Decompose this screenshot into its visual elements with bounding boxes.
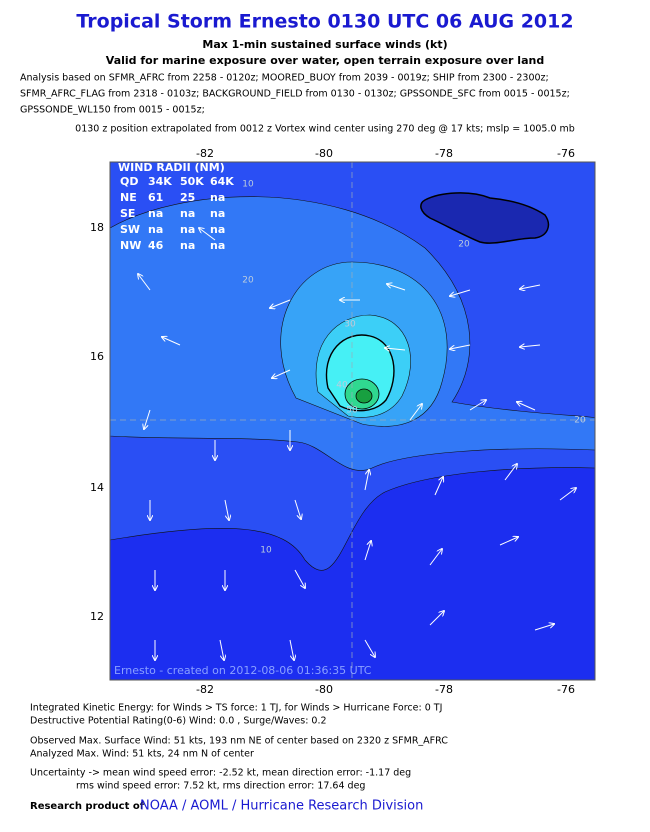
radii-title: WIND RADII (NM)	[118, 161, 225, 174]
radii-cell: 61	[148, 191, 163, 204]
wind-arrow	[429, 549, 442, 566]
jamaica	[420, 192, 550, 244]
title: Tropical Storm Ernesto 0130 UTC 06 AUG 2…	[76, 11, 573, 33]
wind-arrow	[387, 284, 406, 291]
wind-arrow	[429, 611, 444, 626]
wind-arrow	[409, 404, 422, 421]
wind-arrow	[162, 337, 181, 346]
map-field	[110, 162, 595, 680]
radii-cell: na	[148, 207, 163, 220]
lon-tick-label: -82	[196, 683, 214, 696]
wind-arrow	[364, 541, 371, 561]
radii-cell: NE	[120, 191, 137, 204]
wind-arrow	[272, 369, 291, 378]
wind-arrow	[520, 345, 541, 347]
wind-arrow	[434, 477, 443, 496]
footer-line: Analyzed Max. Wind: 51 kts, 24 nm N of c…	[30, 749, 254, 760]
contour-label: 10	[242, 180, 254, 190]
subtitle: Max 1-min sustained surface winds (kt)	[202, 38, 447, 51]
radii-header: 34K	[148, 175, 172, 188]
wind-arrow	[364, 470, 369, 491]
lat-tick-label: 16	[90, 350, 104, 363]
footer-line: Integrated Kinetic Energy: for Winds > T…	[30, 703, 442, 714]
radii-cell: na	[210, 239, 225, 252]
wind-arrow	[294, 499, 301, 519]
wind-arrow	[219, 639, 224, 660]
radii-cell: na	[210, 191, 225, 204]
contour-label: 20	[458, 240, 470, 250]
lon-tick-label: -80	[315, 147, 333, 160]
contour-label: 20	[574, 416, 586, 426]
radii-cell: SW	[120, 223, 140, 236]
radii-cell: NW	[120, 239, 141, 252]
analysis-line: Analysis based on SFMR_AFRC from 2258 - …	[20, 73, 549, 84]
radii-cell: na	[148, 223, 163, 236]
credit: Ernesto - created on 2012-08-06 01:36:35…	[114, 664, 372, 677]
radii-cell: na	[180, 223, 195, 236]
wind-arrow	[364, 639, 375, 657]
wind-arrow	[385, 348, 406, 350]
lon-tick-label: -82	[196, 147, 214, 160]
radii-cell: 25	[180, 191, 195, 204]
wind-arrow	[534, 624, 554, 631]
wind-arrow	[270, 299, 291, 308]
wind-arrow	[499, 537, 518, 546]
subtitle: Valid for marine exposure over water, op…	[106, 54, 544, 67]
lat-tick-label: 14	[90, 481, 104, 494]
wind-radii-table: WIND RADII (NM)QD 34K 50K 64K NE 61 25 na SE na na…	[118, 161, 234, 252]
lat-tick-label: 12	[90, 610, 104, 623]
contour-label: 40	[336, 381, 348, 391]
contour-label: 30	[344, 320, 356, 330]
radii-cell: na	[180, 239, 195, 252]
radii-header: 64K	[210, 175, 234, 188]
footer-line: Destructive Potential Rating(0-6) Wind: …	[30, 716, 327, 727]
radii-cell: 46	[148, 239, 164, 252]
org-name: NOAA / AOML / Hurricane Research Divisio…	[140, 799, 423, 814]
radii-cell: na	[210, 223, 225, 236]
wind-arrow	[504, 464, 517, 481]
wind-arrow	[520, 284, 541, 289]
contour-label: 20	[242, 276, 254, 286]
wind-arrow	[294, 569, 305, 588]
lon-tick-label: -76	[557, 147, 575, 160]
contour-labels: 10 20 20 30 40 50 20 10	[242, 180, 586, 556]
lon-tick-label: -78	[435, 147, 453, 160]
analysis-line: GPSSONDE_WL150 from 0015 - 0015z;	[20, 105, 205, 116]
radii-header: 50K	[180, 175, 204, 188]
wind-arrow	[450, 344, 471, 349]
radii-cell: na	[210, 207, 225, 220]
wind-arrow	[469, 400, 486, 411]
wind-arrow	[144, 409, 151, 429]
wind-arrow	[450, 289, 471, 296]
footer-line: rms wind speed error: 7.52 kt, rms direc…	[76, 781, 365, 792]
wind-arrows	[138, 228, 576, 660]
lon-tick-label: -80	[315, 683, 333, 696]
wind-arrow	[224, 499, 229, 520]
radii-cell: SE	[120, 207, 135, 220]
wind-arrow	[517, 402, 536, 411]
footer-line: Observed Max. Surface Wind: 51 kts, 193 …	[30, 736, 448, 747]
analysis-line: SFMR_AFRC_FLAG from 2318 - 0103z; BACKGR…	[20, 89, 570, 100]
contour-label: 10	[260, 546, 272, 556]
lon-tick-label: -76	[557, 683, 575, 696]
radii-header: QD	[120, 175, 138, 188]
footer-line: Uncertainty -> mean wind speed error: -2…	[30, 768, 411, 779]
lon-tick-label: -78	[435, 683, 453, 696]
position-note: 0130 z position extrapolated from 0012 z…	[75, 124, 575, 135]
radii-cell: na	[180, 207, 195, 220]
level-max	[355, 388, 373, 404]
contour-label: 50	[346, 406, 358, 416]
wind-arrow	[138, 274, 151, 291]
wind-arrow	[199, 228, 216, 241]
lat-tick-label: 18	[90, 221, 104, 234]
axes: -82 -82 -80 -80 -78 -78 -76 -76 18 16 14 12	[90, 147, 575, 696]
wind-arrow	[289, 639, 294, 660]
map-frame	[109, 161, 596, 681]
wind-arrow	[559, 488, 576, 501]
research-label: Research product of	[30, 801, 145, 812]
